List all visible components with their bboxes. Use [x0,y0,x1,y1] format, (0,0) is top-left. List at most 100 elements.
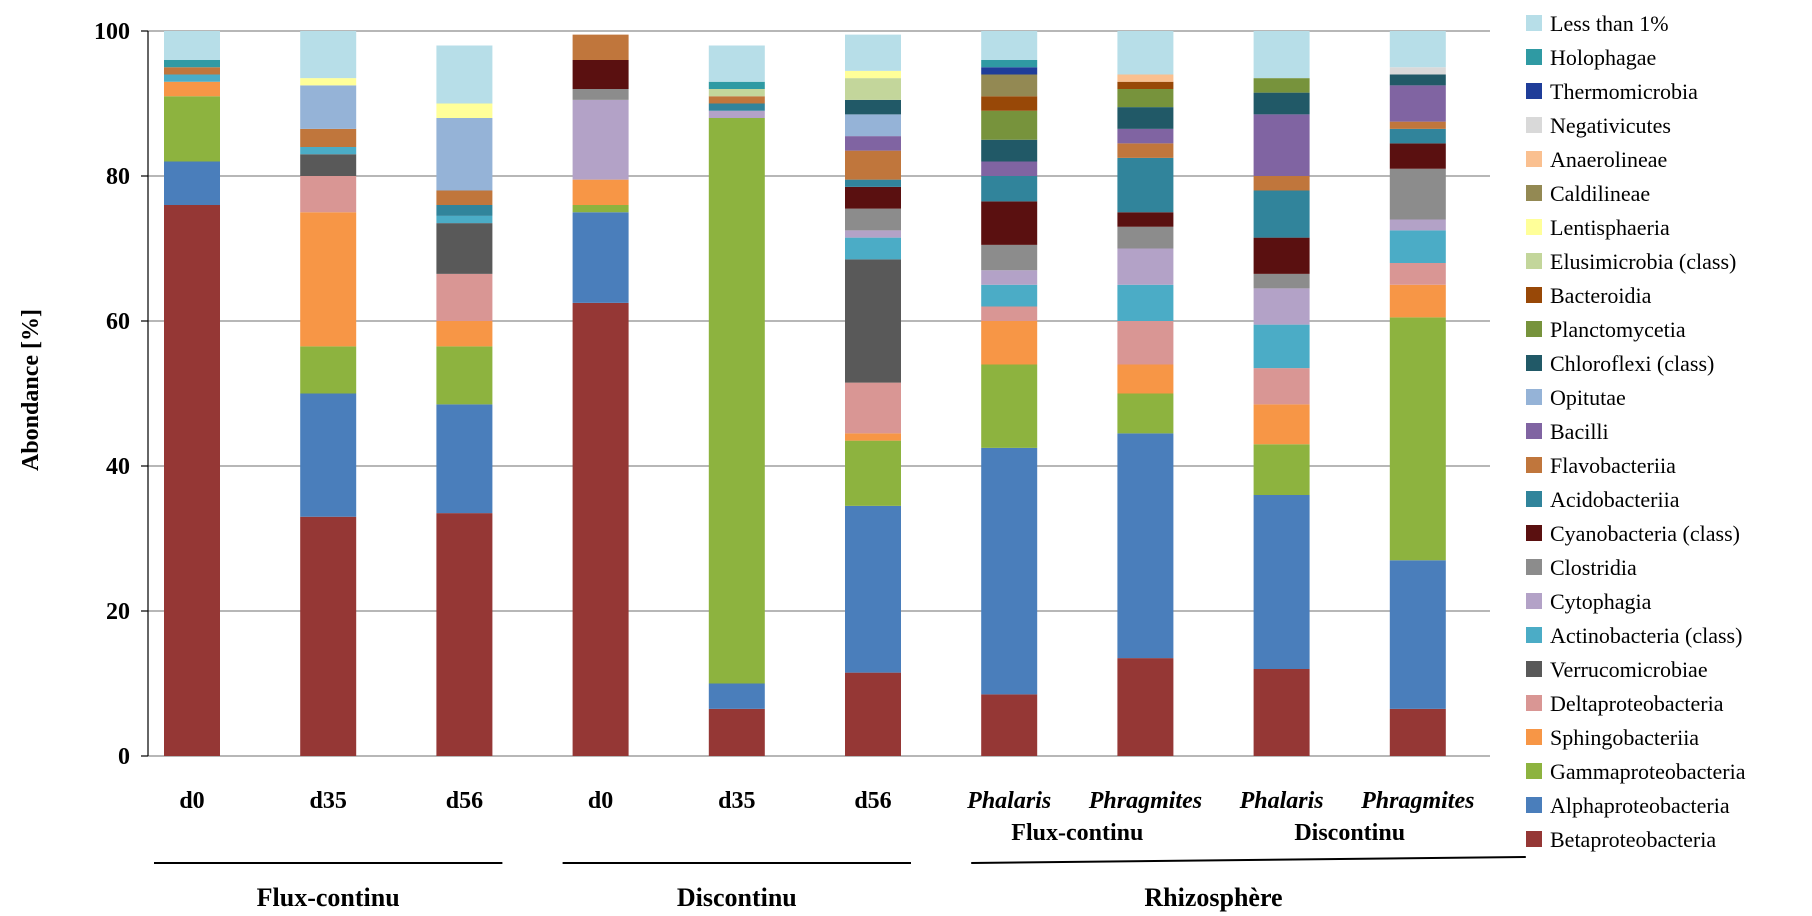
bar-segment [845,186,901,209]
legend-swatch [1526,695,1542,711]
bar-segment [300,128,357,147]
bar-segment [436,205,493,216]
legend-label: Deltaproteobacteria [1550,691,1724,716]
bar-segment [981,161,1038,176]
legend-swatch [1526,661,1542,677]
bar-segment [436,513,493,756]
bar-segment [845,114,901,137]
bar-segment [300,212,357,347]
bar-segment [981,201,1038,245]
bar-segment [981,60,1038,68]
bar-segment [164,81,220,97]
legend-label: Caldilineae [1550,181,1650,206]
bar-segment [845,34,901,71]
bar-segment [708,89,765,97]
bar-segment [981,270,1038,285]
bar-segment [1117,128,1174,144]
y-tick-label: 20 [106,599,130,625]
bar-segment [1253,404,1310,445]
bar-segment [1117,393,1174,434]
legend-label: Flavobacteriia [1550,453,1676,478]
bar-segment [1253,237,1310,274]
bar-segment [436,273,493,321]
bar-segment [436,404,493,514]
bar-segment [1253,190,1310,238]
category-label: Phalaris [1239,788,1324,814]
bar-segment [981,139,1038,162]
legend-swatch [1526,253,1542,269]
legend-label: Holophagae [1550,45,1656,70]
bar-segment [572,205,629,213]
bar-segment [300,516,357,756]
bar-segment [845,237,901,260]
bar-segment [1117,212,1174,227]
bar-segment [1253,114,1310,176]
bar-segment [1253,31,1310,79]
bar-segment [1117,143,1174,158]
y-tick-label: 100 [94,19,130,45]
legend-label: Lentisphaeria [1550,215,1670,240]
bar-segment [1253,495,1310,669]
legend-swatch [1526,627,1542,643]
legend: Less than 1% Holophagae Thermomicrobia Nega… [1526,11,1746,852]
bar-segment [436,321,493,347]
bar-segment [845,99,901,115]
category-label: Phragmites [1360,788,1474,814]
legend-swatch [1526,831,1542,847]
category-label: Phragmites [1088,788,1202,814]
bar-segment [845,70,901,79]
legend-swatch [1526,355,1542,371]
bar-segment [981,306,1038,321]
bar-segment [1117,31,1174,75]
bar-segment [1253,176,1310,191]
category-label: d56 [446,788,483,814]
legend-swatch [1526,457,1542,473]
bar-segment [1389,263,1446,285]
bar-segment [300,78,357,86]
bar-segment [436,223,493,274]
legend-label: Actinobacteria (class) [1550,623,1742,648]
legend-swatch [1526,15,1542,31]
bar-segment [1389,708,1446,756]
legend-label: Less than 1% [1550,11,1669,36]
bar-segment [845,208,901,231]
bar-segment [572,212,629,303]
legend-swatch [1526,49,1542,65]
bar-segment [1389,85,1446,122]
bar-segment [1117,658,1174,756]
bar-segment [300,393,357,517]
bar-segment [981,321,1038,365]
legend-label: Acidobacteriia [1550,487,1680,512]
category-sub-label: Discontinu [1294,820,1405,846]
category-label: d35 [310,788,347,814]
bar-segment [164,31,220,60]
legend-label: Betaproteobacteria [1550,827,1716,852]
bar-segment [1389,128,1446,144]
bar-segment [300,176,357,213]
legend-swatch [1526,729,1542,745]
legend-swatch [1526,491,1542,507]
bar-segment [436,103,493,118]
bar-segment [845,150,901,180]
legend-label: Cytophagia [1550,589,1652,614]
bar-segment [572,99,629,180]
legend-label: Negativicutes [1550,113,1671,138]
legend-label: Bacilli [1550,419,1609,444]
legend-label: Cyanobacteria (class) [1550,521,1740,546]
bar-segment [845,136,901,151]
bar-segment [436,118,493,191]
bar-segment [436,346,493,405]
bar-segment [1117,284,1174,321]
bar-segment [1389,317,1446,561]
bar-segment [981,74,1038,97]
bar-segment [981,447,1038,695]
bar-segment [981,67,1038,75]
bar-segment [708,110,765,118]
legend-label: Gammaproteobacteria [1550,759,1746,784]
bar-segment [981,176,1038,202]
bar-segment [1117,433,1174,659]
bar-segment [436,215,493,224]
y-axis-title: Abondance [%] [18,309,44,471]
legend-swatch [1526,525,1542,541]
